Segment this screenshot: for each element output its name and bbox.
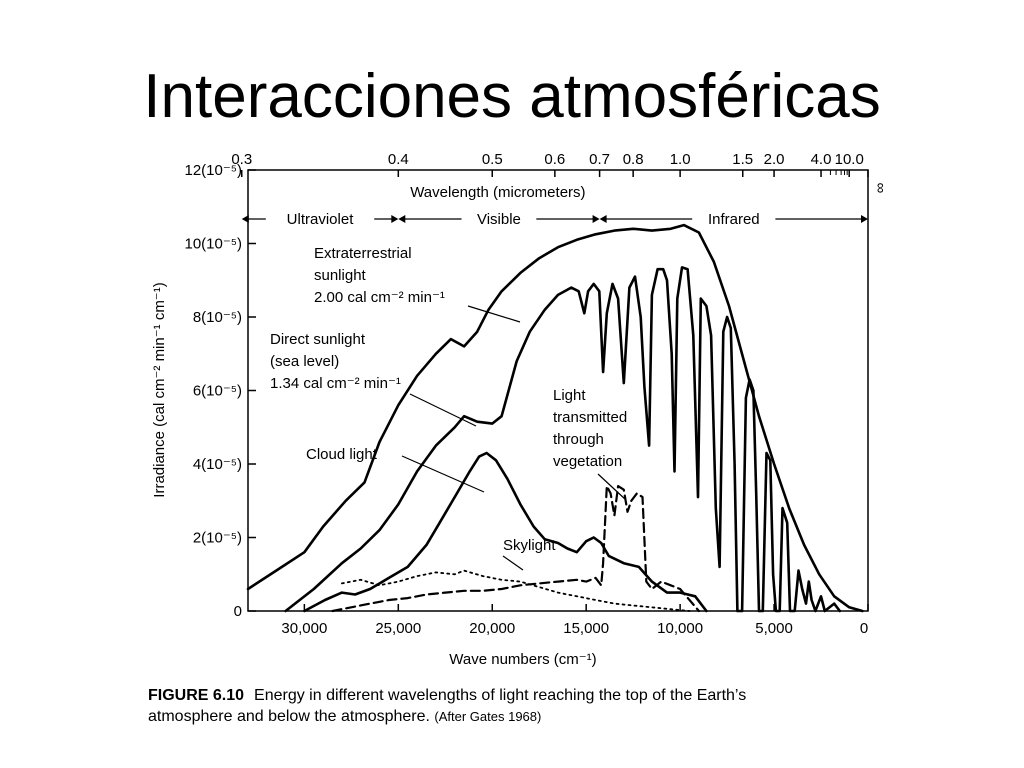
x-tick-label: 0 — [860, 620, 868, 637]
top-tick-label: 0.5 — [482, 151, 503, 168]
top-tick-label: 0.3 — [231, 151, 252, 168]
region-arrowhead — [599, 215, 607, 223]
y-axis-title: Irradiance (cal cm⁻² min⁻¹ cm⁻¹) — [151, 282, 168, 497]
annotation-extraterrestrial: 2.00 cal cm⁻² min⁻¹ — [314, 289, 445, 306]
annotation-direct: 1.34 cal cm⁻² min⁻¹ — [270, 375, 401, 392]
top-tick-label: 4.0 — [811, 151, 832, 168]
y-tick-label: 2(10⁻⁵) — [193, 530, 242, 547]
leader-lines — [401, 305, 627, 571]
x-tick-label: 10,000 — [657, 620, 703, 637]
x-tick-label: 5,000 — [755, 620, 793, 637]
y-tick-label: 4(10⁻⁵) — [193, 456, 242, 473]
y-tick-label: 12(10⁻⁵) — [185, 162, 243, 179]
x-tick-label: 30,000 — [281, 620, 327, 637]
annotation-vegetation: transmitted — [553, 409, 627, 426]
leader-line-skylight — [502, 555, 524, 571]
top-tick-label: 1.5 — [732, 151, 753, 168]
series-line-cloud-light — [303, 451, 708, 613]
caption-source: (After Gates 1968) — [434, 709, 542, 724]
region-arrowhead — [398, 215, 406, 223]
region-label: Infrared — [708, 211, 760, 228]
series-line-direct-sunlight — [284, 266, 842, 613]
series-group — [246, 223, 864, 613]
x-axis-title: Wave numbers (cm⁻¹) — [449, 651, 596, 668]
chart-text: 0 2(10⁻⁵) 4(10⁻⁵) 6(10⁻⁵) 8(10⁻⁵) 10(10⁻⁵) 12(… — [151, 151, 889, 668]
annotation-direct: Direct sunlight — [270, 331, 366, 348]
leader-line-extraterrestrial — [467, 305, 521, 323]
top-tick-label: 0.4 — [388, 151, 409, 168]
top-tick-label: 0.8 — [623, 151, 644, 168]
annotation-extraterrestrial: sunlight — [314, 267, 367, 284]
top-tick-label: 10.0 — [835, 151, 864, 168]
annotation-cloud: Cloud light — [306, 446, 378, 463]
top-tick-label: 0.6 — [544, 151, 565, 168]
region-arrowhead — [241, 215, 249, 223]
top-tick-label-infinity: ∞ — [872, 183, 889, 194]
region-label: Visible — [477, 211, 521, 228]
caption-text-line2: atmosphere and below the atmosphere. — [148, 708, 430, 725]
annotation-extraterrestrial: Extraterrestrial — [314, 245, 412, 262]
series-line-vegetation — [331, 485, 700, 613]
x-tick-label: 20,000 — [469, 620, 515, 637]
region-arrowhead — [861, 215, 868, 223]
region-arrowhead — [592, 215, 600, 223]
series-line-extraterrestrial — [246, 223, 864, 613]
leader-line-vegetation — [597, 473, 627, 501]
region-arrowhead — [391, 215, 399, 223]
region-label: Ultraviolet — [287, 211, 355, 228]
x-tick-label: 25,000 — [375, 620, 421, 637]
y-tick-label: 6(10⁻⁵) — [193, 383, 242, 400]
annotation-vegetation: Light — [553, 387, 586, 404]
leader-line-direct — [409, 393, 477, 427]
top-tick-label: 1.0 — [670, 151, 691, 168]
top-tick-label: 0.7 — [589, 151, 610, 168]
region-bands — [241, 215, 868, 223]
top-axis-title: Wavelength (micrometers) — [410, 184, 585, 201]
figure-caption-line2: atmosphere and below the atmosphere. (Af… — [148, 708, 541, 726]
annotation-vegetation: through — [553, 431, 604, 448]
x-tick-label: 15,000 — [563, 620, 609, 637]
series-line-skylight — [341, 569, 691, 612]
leader-line-cloud — [401, 455, 485, 493]
y-tick-label: 0 — [234, 603, 242, 620]
annotation-direct: (sea level) — [270, 353, 339, 370]
y-tick-label: 8(10⁻⁵) — [193, 309, 242, 326]
y-tick-label: 10(10⁻⁵) — [185, 236, 243, 253]
slide-title: Interacciones atmosféricas — [143, 62, 881, 131]
figure-caption-line1: FIGURE 6.10 Energy in different wavelengt… — [148, 687, 746, 705]
top-tick-label: 2.0 — [764, 151, 785, 168]
annotation-vegetation: vegetation — [553, 453, 622, 470]
annotation-skylight: Skylight — [503, 537, 556, 554]
figure-label: FIGURE 6.10 — [148, 687, 245, 704]
caption-text-line1: Energy in different wavelengths of light… — [254, 687, 747, 704]
